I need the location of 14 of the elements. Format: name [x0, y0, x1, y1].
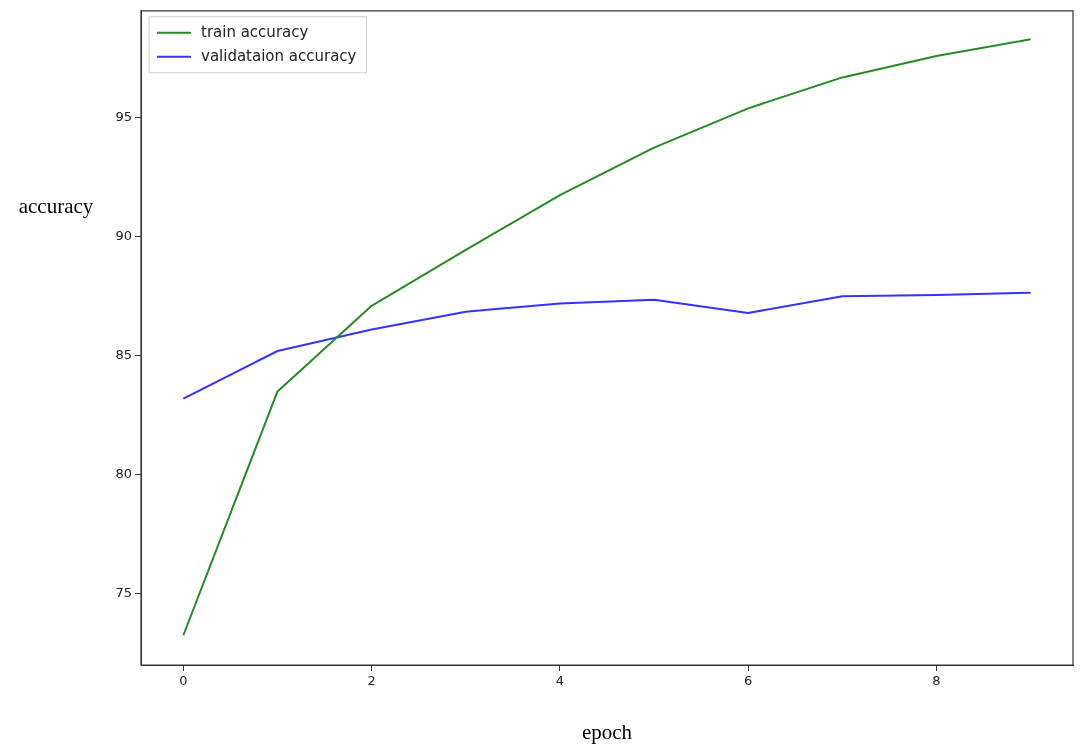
- y-axis-title: accuracy: [18, 193, 94, 218]
- x-axis-title: epoch: [581, 719, 633, 744]
- x-tick-label: 2: [367, 673, 376, 689]
- y-tick-label: 85: [115, 347, 132, 363]
- x-tick-label: 6: [744, 673, 753, 689]
- x-tick-label: 0: [179, 673, 188, 689]
- legend-label: train accuracy: [201, 22, 309, 41]
- y-tick-label: 75: [115, 585, 132, 601]
- y-tick-label: 95: [115, 109, 132, 125]
- y-tick-label: 90: [115, 228, 132, 244]
- legend-label: validataion accuracy: [201, 46, 357, 65]
- y-tick-label: 80: [115, 466, 132, 482]
- x-tick-label: 4: [555, 673, 565, 689]
- x-tick-label: 8: [932, 673, 941, 689]
